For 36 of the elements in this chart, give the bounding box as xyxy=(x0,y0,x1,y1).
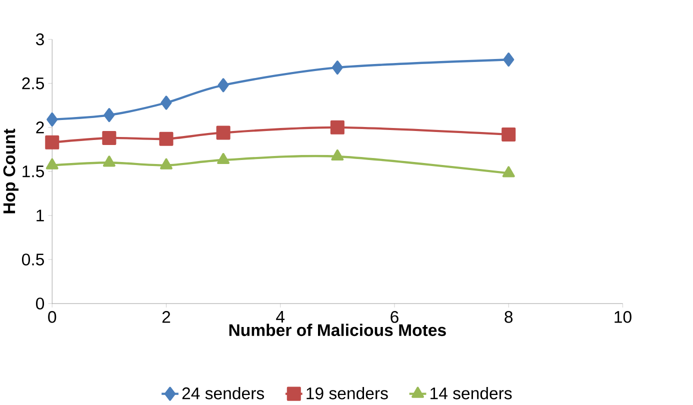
legend-label: 24 senders xyxy=(182,387,264,400)
x-tick-label: 10 xyxy=(614,311,632,324)
point xyxy=(160,158,172,170)
x-tick-label: 0 xyxy=(48,311,56,324)
point xyxy=(45,136,60,150)
legend-label: 14 senders xyxy=(430,387,512,400)
y-tick-label: 2.5 xyxy=(22,78,44,90)
point xyxy=(160,96,172,110)
point xyxy=(218,78,229,92)
point xyxy=(216,126,230,140)
y-tick-label: 3 xyxy=(36,34,44,46)
point xyxy=(46,112,58,127)
y-tick-label: 1 xyxy=(36,210,44,222)
y-axis-title: Hop Count xyxy=(3,128,19,214)
point xyxy=(330,120,344,135)
point xyxy=(102,131,116,146)
point xyxy=(46,158,58,170)
y-tick-label: 2 xyxy=(36,122,44,134)
point xyxy=(503,52,514,67)
point xyxy=(104,108,115,122)
point xyxy=(502,166,515,178)
x-tick-label: 2 xyxy=(162,311,170,323)
point xyxy=(331,150,344,161)
x-tick-label: 8 xyxy=(504,311,513,324)
y-tick-label: 0.5 xyxy=(22,254,44,266)
y-tick-label: 0 xyxy=(36,298,44,310)
point xyxy=(332,60,343,75)
point xyxy=(159,132,174,146)
y-tick-label: 1.5 xyxy=(22,166,44,178)
point xyxy=(102,156,116,167)
point xyxy=(217,153,230,164)
x-tick-label: 4 xyxy=(276,311,285,323)
x-tick-label: 6 xyxy=(390,311,398,324)
point xyxy=(502,128,516,142)
x-axis-title: Number of Malicious Motes xyxy=(229,324,446,336)
legend-label: 19 senders xyxy=(306,387,388,400)
